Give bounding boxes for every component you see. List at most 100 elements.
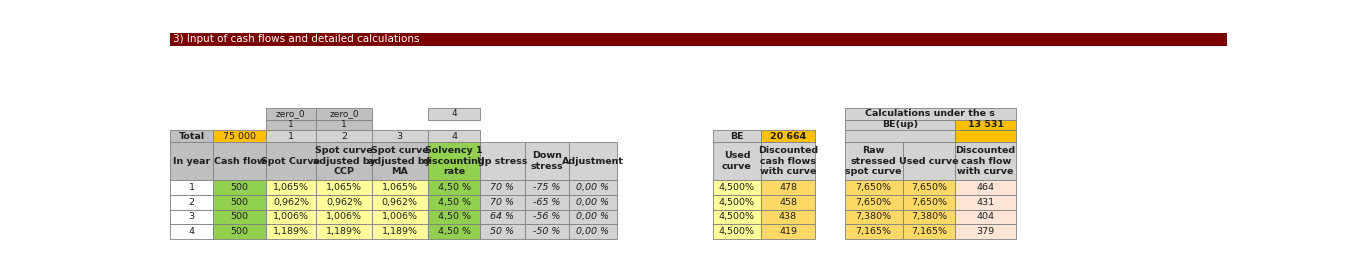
Bar	[170, 210, 213, 224]
Text: 1,189%: 1,189%	[326, 227, 363, 236]
Bar	[170, 195, 213, 210]
Bar	[902, 142, 955, 180]
Bar	[902, 180, 955, 195]
Text: 4: 4	[451, 109, 457, 118]
Bar	[761, 224, 815, 239]
Text: Adjustment: Adjustment	[562, 157, 624, 166]
Bar	[713, 180, 761, 195]
Text: 7,165%: 7,165%	[856, 227, 891, 236]
Text: 1,065%: 1,065%	[382, 183, 418, 192]
Bar	[902, 195, 955, 210]
Text: BE: BE	[731, 132, 744, 141]
Bar	[955, 142, 1015, 180]
Text: 500: 500	[230, 183, 248, 192]
Text: 7,380%: 7,380%	[856, 212, 891, 221]
Text: Up stress: Up stress	[477, 157, 527, 166]
Bar	[428, 108, 480, 120]
Text: 419: 419	[780, 227, 797, 236]
Text: 4,50 %: 4,50 %	[438, 183, 470, 192]
Bar	[845, 224, 902, 239]
Text: 404: 404	[977, 212, 995, 221]
Bar	[525, 142, 568, 180]
Bar	[713, 224, 761, 239]
Bar	[845, 180, 902, 195]
Bar	[170, 224, 213, 239]
Bar	[266, 142, 316, 180]
Bar	[955, 120, 1015, 130]
Bar	[428, 195, 480, 210]
Text: 500: 500	[230, 212, 248, 221]
Text: 7,650%: 7,650%	[910, 183, 947, 192]
Text: Discounted
cash flows
with curve: Discounted cash flows with curve	[758, 146, 818, 176]
Text: 0,00 %: 0,00 %	[577, 212, 609, 221]
Bar	[372, 180, 428, 195]
Text: 431: 431	[977, 198, 995, 207]
Text: Spot curve
adjusted by
MA: Spot curve adjusted by MA	[368, 146, 431, 176]
Bar	[480, 210, 525, 224]
Text: BE(up): BE(up)	[882, 120, 919, 130]
Bar	[170, 180, 213, 195]
Bar	[845, 108, 1015, 120]
Text: 4,500%: 4,500%	[718, 227, 755, 236]
Text: 4,500%: 4,500%	[718, 183, 755, 192]
Text: -65 %: -65 %	[533, 198, 560, 207]
Text: 64 %: 64 %	[491, 212, 514, 221]
Bar	[480, 195, 525, 210]
Bar	[316, 195, 372, 210]
Text: Used curve: Used curve	[900, 157, 958, 166]
Text: 4,50 %: 4,50 %	[438, 212, 470, 221]
Bar	[761, 195, 815, 210]
Bar	[213, 130, 266, 142]
Bar	[170, 130, 213, 142]
Text: 478: 478	[780, 183, 797, 192]
Bar	[170, 33, 1227, 46]
Bar	[316, 142, 372, 180]
Bar	[213, 210, 266, 224]
Bar	[480, 180, 525, 195]
Text: 0,00 %: 0,00 %	[577, 227, 609, 236]
Text: 1,006%: 1,006%	[382, 212, 418, 221]
Text: 438: 438	[780, 212, 797, 221]
Bar	[761, 130, 815, 142]
Text: 458: 458	[780, 198, 797, 207]
Bar	[955, 195, 1015, 210]
Bar	[525, 210, 568, 224]
Text: 4: 4	[188, 227, 195, 236]
Bar	[316, 180, 372, 195]
Text: 3) Input of cash flows and detailed calculations: 3) Input of cash flows and detailed calc…	[173, 34, 420, 44]
Bar	[372, 130, 428, 142]
Text: 4: 4	[451, 132, 457, 141]
Text: 4,500%: 4,500%	[718, 198, 755, 207]
Bar	[845, 120, 955, 130]
Text: 7,650%: 7,650%	[910, 198, 947, 207]
Bar	[266, 120, 316, 130]
Bar	[955, 180, 1015, 195]
Bar	[266, 130, 316, 142]
Text: 500: 500	[230, 198, 248, 207]
Text: 7,380%: 7,380%	[910, 212, 947, 221]
Bar	[266, 108, 316, 120]
Bar	[316, 130, 372, 142]
Text: 1,006%: 1,006%	[273, 212, 309, 221]
Text: 1: 1	[288, 132, 294, 141]
Bar	[845, 195, 902, 210]
Bar	[713, 130, 761, 142]
Bar	[713, 210, 761, 224]
Bar	[955, 130, 1015, 142]
Bar	[266, 224, 316, 239]
Text: 1,189%: 1,189%	[382, 227, 418, 236]
Text: 500: 500	[230, 227, 248, 236]
Bar	[428, 224, 480, 239]
Bar	[713, 195, 761, 210]
Bar	[525, 224, 568, 239]
Bar	[955, 210, 1015, 224]
Bar	[316, 224, 372, 239]
Text: Spot Curve: Spot Curve	[262, 157, 320, 166]
Text: 7,165%: 7,165%	[910, 227, 947, 236]
Text: 4,50 %: 4,50 %	[438, 198, 470, 207]
Text: Down
stress: Down stress	[530, 151, 563, 171]
Bar	[428, 180, 480, 195]
Bar	[902, 210, 955, 224]
Bar	[428, 142, 480, 180]
Bar	[428, 210, 480, 224]
